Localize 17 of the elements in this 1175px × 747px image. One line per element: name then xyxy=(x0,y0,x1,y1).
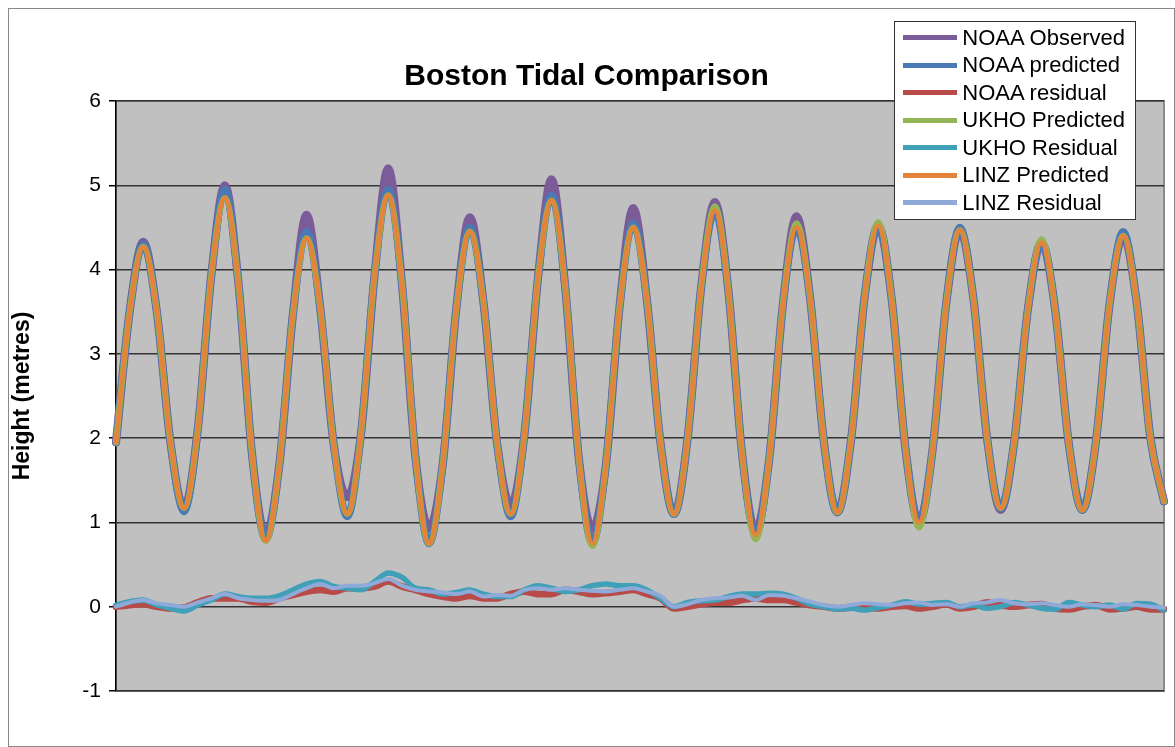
y-tick-label: 2 xyxy=(89,424,101,448)
y-tick-label: 1 xyxy=(89,509,101,533)
legend-label: LINZ Predicted xyxy=(962,162,1110,189)
legend-label: UKHO Residual xyxy=(962,134,1118,161)
legend-label: LINZ Residual xyxy=(962,189,1102,216)
y-tick-label: 0 xyxy=(89,593,101,617)
y-tick-label: 3 xyxy=(89,340,101,364)
y-tick-label: -1 xyxy=(82,677,101,701)
legend-label: NOAA Observed xyxy=(962,24,1125,51)
y-axis-title: Height (metres) xyxy=(8,311,35,481)
legend-label: NOAA residual xyxy=(962,79,1107,106)
y-tick-label: 6 xyxy=(89,87,101,111)
y-tick-label: 5 xyxy=(89,172,101,196)
chart-title: Boston Tidal Comparison xyxy=(404,58,769,92)
legend-label: NOAA predicted xyxy=(962,52,1121,79)
legend-label: UKHO Predicted xyxy=(962,107,1125,134)
y-tick-label: 4 xyxy=(89,256,102,280)
